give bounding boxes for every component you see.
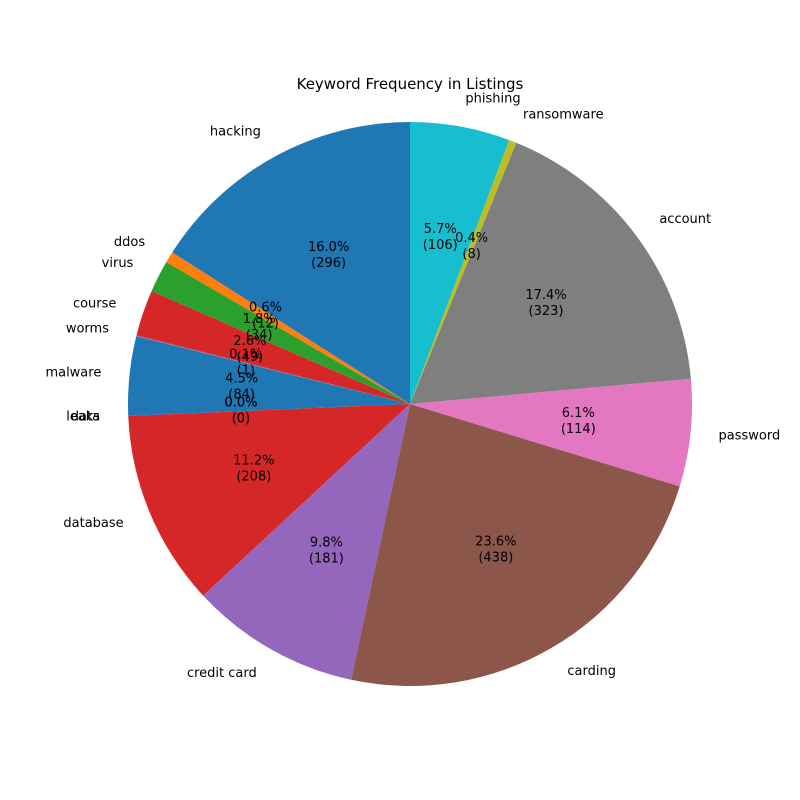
pie-slice-hacking xyxy=(172,122,410,404)
pie-slice-account xyxy=(410,142,691,404)
pie-slice-ransomware xyxy=(410,140,517,404)
slice-count-leaks: (0) xyxy=(232,412,250,427)
pie-slice-database xyxy=(128,404,410,596)
slice-percent-password: 6.1% xyxy=(562,406,595,421)
slice-count-course: (49) xyxy=(237,350,264,365)
pie-slice-malware xyxy=(127,336,410,416)
slice-percent-ransomware: 0.4% xyxy=(455,231,488,246)
slice-count-phishing: (106) xyxy=(423,238,458,253)
slice-label-ddos: ddos xyxy=(114,235,145,250)
pie-slice-course xyxy=(136,291,410,404)
slice-count-virus: (34) xyxy=(246,328,273,343)
slice-label-hacking: hacking xyxy=(210,125,261,140)
pie-slice-virus xyxy=(151,262,410,404)
slice-label-credit-card: credit card xyxy=(187,666,257,681)
slice-percent-account: 17.4% xyxy=(525,288,566,303)
slice-label-leaks: leaks xyxy=(66,410,100,425)
slice-count-worms: (1) xyxy=(237,364,255,379)
slice-percent-leaks: 0.0% xyxy=(224,396,257,411)
pie-slice-credit-card xyxy=(203,404,410,680)
slice-count-data: (0) xyxy=(232,412,250,427)
slice-percent-ddos: 0.6% xyxy=(249,300,282,315)
slice-count-credit-card: (181) xyxy=(309,552,344,567)
pie-slice-password xyxy=(410,378,693,487)
slice-count-database: (208) xyxy=(236,470,271,485)
slice-percent-database: 11.2% xyxy=(233,454,274,469)
pie-slice-carding xyxy=(351,404,680,686)
slice-count-account: (323) xyxy=(529,304,564,319)
slice-label-malware: malware xyxy=(45,366,101,381)
slice-percent-carding: 23.6% xyxy=(475,534,516,549)
slice-label-data: data xyxy=(71,410,100,425)
chart-title: Keyword Frequency in Listings xyxy=(297,75,524,93)
slice-percent-course: 2.6% xyxy=(233,334,266,349)
slice-label-phishing: phishing xyxy=(465,91,520,106)
slice-percent-worms: 0.1% xyxy=(229,348,262,363)
slice-label-database: database xyxy=(63,516,123,531)
slice-label-ransomware: ransomware xyxy=(523,108,604,123)
slice-count-password: (114) xyxy=(561,422,596,437)
pie-labels: hacking16.0%(296)ddos0.6%(12)virus1.8%(3… xyxy=(45,91,780,681)
pie-slice-ddos xyxy=(166,252,410,404)
pie-slice-phishing xyxy=(410,122,510,404)
slice-percent-data: 0.0% xyxy=(224,396,257,411)
slice-label-virus: virus xyxy=(102,256,134,271)
slice-percent-hacking: 16.0% xyxy=(308,240,349,255)
slice-percent-virus: 1.8% xyxy=(243,312,276,327)
slice-count-ddos: (12) xyxy=(252,316,279,331)
pie-slices xyxy=(127,122,693,686)
slice-percent-phishing: 5.7% xyxy=(424,222,457,237)
slice-label-worms: worms xyxy=(66,322,109,337)
pie-slice-worms xyxy=(136,335,410,404)
slice-label-carding: carding xyxy=(567,664,616,679)
slice-percent-malware: 4.5% xyxy=(225,372,258,387)
slice-count-ransomware: (8) xyxy=(462,247,480,262)
slice-count-malware: (84) xyxy=(228,388,255,403)
slice-label-account: account xyxy=(659,212,711,227)
slice-count-hacking: (296) xyxy=(311,256,346,271)
slice-label-password: password xyxy=(719,429,781,444)
slice-label-course: course xyxy=(73,296,116,311)
slice-count-carding: (438) xyxy=(478,550,513,565)
slice-percent-credit-card: 9.8% xyxy=(310,536,343,551)
